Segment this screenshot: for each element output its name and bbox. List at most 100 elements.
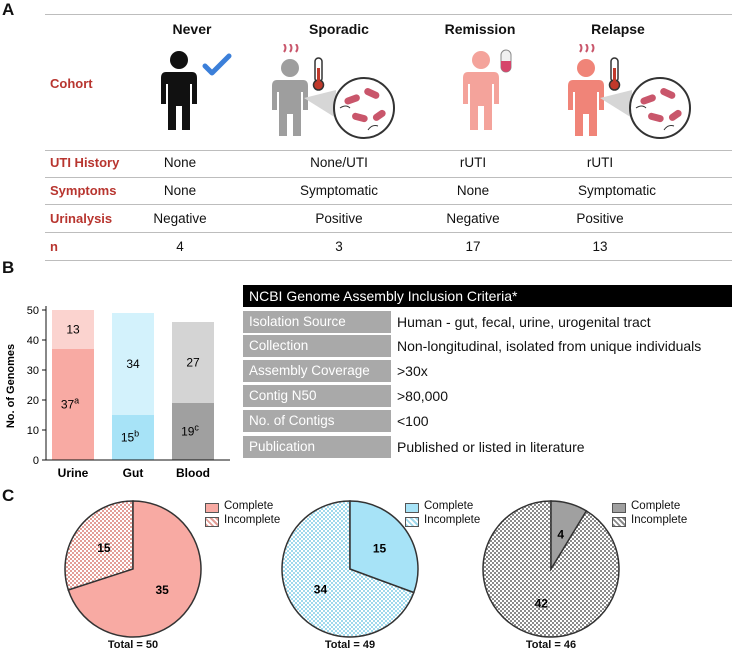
cell-never-symptoms: None xyxy=(163,183,197,198)
legend-label-complete: Complete xyxy=(424,500,474,512)
pie-label-complete: 35 xyxy=(155,583,169,597)
pie-label-complete: 15 xyxy=(373,541,387,555)
pie-slice-complete xyxy=(550,500,588,572)
legend-label-incomplete: Incomplete xyxy=(224,514,281,526)
pie-slice-incomplete xyxy=(281,500,415,638)
criteria-row: Collection Non-longitudinal, isolated fr… xyxy=(243,335,732,357)
cell-relapse-urinalysis: Positive xyxy=(576,211,624,226)
panel-letter-a: A xyxy=(2,0,15,19)
criteria-row: No. of Contigs <100 xyxy=(243,410,732,432)
bar-incomplete xyxy=(172,322,214,403)
criteria-key: Isolation Source xyxy=(243,311,391,333)
bar-label-incomplete: 34 xyxy=(126,357,140,371)
row-label-n: n xyxy=(50,239,58,254)
criteria-row: Publication Published or listed in liter… xyxy=(243,436,732,458)
cohort-header-remission: Remission xyxy=(444,21,516,37)
pie-chart-blood: 4 42 xyxy=(482,500,620,638)
legend-swatch-complete xyxy=(205,503,219,513)
thermometer-icon xyxy=(312,57,325,91)
row-label-uti-history: UTI History xyxy=(50,155,120,170)
table-top-border xyxy=(45,14,732,15)
cohort-header-never: Never xyxy=(172,21,212,37)
criteria-row: Assembly Coverage >30x xyxy=(243,360,732,382)
row-label-urinalysis: Urinalysis xyxy=(50,211,113,226)
person-relapse-icon xyxy=(568,44,691,139)
cell-remission-uti-history: rUTI xyxy=(459,155,487,170)
x-axis: Urine Gut Blood xyxy=(46,459,230,480)
x-tick-label: Blood xyxy=(176,466,210,480)
legend-label-incomplete: Incomplete xyxy=(631,514,688,526)
pie-total-gut: Total = 49 xyxy=(324,639,376,651)
criteria-value: Non-longitudinal, isolated from unique i… xyxy=(397,338,702,354)
criteria-title: NCBI Genome Assembly Inclusion Criteria* xyxy=(249,288,518,304)
legend-swatch-incomplete xyxy=(405,517,419,527)
x-tick-label: Gut xyxy=(123,466,144,480)
pie-total-blood: Total = 46 xyxy=(525,639,577,651)
y-tick-label: 20 xyxy=(27,395,39,407)
cell-sporadic-urinalysis: Positive xyxy=(315,211,363,226)
row-label-cohort: Cohort xyxy=(50,76,93,91)
legend-swatch-incomplete xyxy=(612,517,626,527)
criteria-key: Contig N50 xyxy=(243,385,391,407)
pill-icon xyxy=(500,49,512,73)
table-bottom-border xyxy=(45,260,732,261)
bar-complete xyxy=(172,403,214,460)
y-tick-label: 0 xyxy=(33,455,39,467)
pie-label-complete: 4 xyxy=(557,527,564,541)
bar-label-incomplete: 27 xyxy=(186,356,200,370)
bar-incomplete xyxy=(112,313,154,415)
row-divider xyxy=(45,204,732,205)
criteria-key: Collection xyxy=(243,335,391,357)
y-axis-label: No. of Genomes xyxy=(5,344,17,428)
bar-incomplete xyxy=(52,310,94,349)
legend-label-complete: Complete xyxy=(224,500,274,512)
row-divider xyxy=(45,177,732,178)
cell-remission-symptoms: None xyxy=(456,183,490,198)
y-tick-label: 40 xyxy=(27,335,39,347)
pie-label-incomplete: 15 xyxy=(97,541,111,555)
pie-chart-urine: 35 15 xyxy=(64,500,202,638)
row-divider xyxy=(45,150,732,151)
cell-relapse-uti-history: rUTI xyxy=(586,155,614,170)
criteria-value: >30x xyxy=(397,363,428,379)
cell-remission-n: 17 xyxy=(465,239,481,254)
cell-relapse-symptoms: Symptomatic xyxy=(577,183,657,198)
panel-letter-b: B xyxy=(2,258,15,277)
y-tick-label: 50 xyxy=(27,305,39,317)
panel-letter-c: C xyxy=(2,486,15,505)
x-tick-label: Urine xyxy=(58,466,89,480)
y-tick-label: 30 xyxy=(27,365,39,377)
checkmark-icon xyxy=(202,53,232,76)
cohort-header-relapse: Relapse xyxy=(591,21,645,37)
person-never-icon xyxy=(161,51,232,130)
criteria-value: >80,000 xyxy=(397,388,448,404)
cell-remission-urinalysis: Negative xyxy=(446,211,500,226)
y-tick-label: 10 xyxy=(27,425,39,437)
criteria-row: Contig N50 >80,000 xyxy=(243,385,732,407)
bar-label-superscript: a xyxy=(74,396,79,406)
bar-label-superscript: c xyxy=(194,423,199,433)
legend-label-incomplete: Incomplete xyxy=(424,514,481,526)
criteria-value: Human - gut, fecal, urine, urogenital tr… xyxy=(397,314,651,330)
bacteria-circle-icon xyxy=(629,77,691,139)
y-axis: 0 10 20 30 40 50 xyxy=(27,305,47,467)
bar-complete xyxy=(52,349,94,460)
bar-complete xyxy=(112,415,154,460)
cohort-header-sporadic: Sporadic xyxy=(309,21,369,37)
criteria-key: No. of Contigs xyxy=(243,410,391,432)
legend-swatch-complete xyxy=(405,503,419,513)
criteria-key: Publication xyxy=(243,436,391,458)
cell-sporadic-symptoms: Symptomatic xyxy=(299,183,379,198)
criteria-value: Published or listed in literature xyxy=(397,439,585,455)
cell-sporadic-uti-history: None/UTI xyxy=(310,155,368,170)
criteria-row: Isolation Source Human - gut, fecal, uri… xyxy=(243,311,732,333)
cell-never-urinalysis: Negative xyxy=(153,211,207,226)
cell-never-uti-history: None xyxy=(163,155,197,170)
pie-label-incomplete: 34 xyxy=(314,583,328,597)
bar-label-superscript: b xyxy=(134,429,139,439)
person-sporadic-icon xyxy=(272,44,395,139)
legend-label-complete: Complete xyxy=(631,500,681,512)
